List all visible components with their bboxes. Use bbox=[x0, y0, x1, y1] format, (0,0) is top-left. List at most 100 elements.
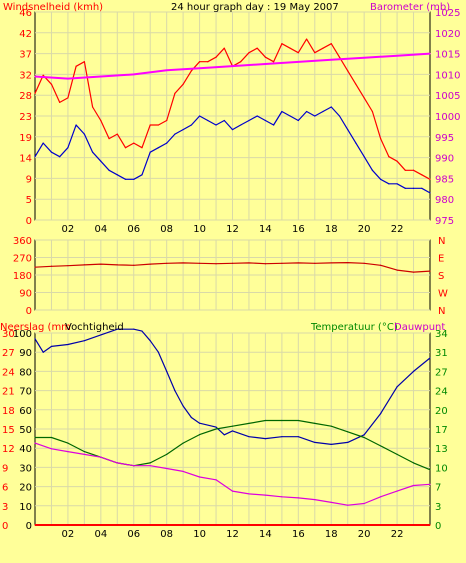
dewpoint-line-point bbox=[281, 496, 283, 498]
humidity-tick-label: 30 bbox=[19, 463, 32, 474]
temperature-tick-label: 10 bbox=[435, 463, 448, 474]
wind-average-line-point bbox=[281, 110, 283, 113]
rain-tick-label: 3 bbox=[2, 502, 8, 513]
wind-average-line-point bbox=[100, 160, 102, 162]
chart-title: 24 hour graph day : 19 May 2007 bbox=[171, 2, 339, 13]
wind-average-line-point bbox=[149, 151, 151, 153]
wind-gust-line-point bbox=[297, 52, 299, 54]
barometer-tick-label: 1005 bbox=[435, 91, 460, 102]
wind-gust-line-point bbox=[207, 61, 209, 63]
wind-average-line-point bbox=[297, 119, 299, 122]
temperature-line-point bbox=[396, 453, 398, 456]
temperature-line-point bbox=[297, 419, 299, 422]
rain-tick-label: 18 bbox=[2, 406, 15, 417]
rain-line-point bbox=[429, 524, 431, 526]
hour-tick-label: 08 bbox=[160, 529, 173, 540]
wind-gust-line-point bbox=[371, 110, 373, 113]
temperature-line-point bbox=[182, 442, 184, 444]
wind-average-line-point bbox=[50, 151, 53, 153]
wind-average-line-point bbox=[124, 178, 127, 180]
wind-tick-label: 37 bbox=[19, 50, 32, 61]
temperature-line-point bbox=[248, 422, 250, 424]
wind-gust-line-point bbox=[273, 61, 275, 63]
temperature-tick-label: 3 bbox=[435, 502, 441, 513]
wind-average-line-point bbox=[182, 128, 184, 131]
wind-gust-line-point bbox=[42, 74, 44, 76]
wind-average-line-point bbox=[412, 187, 415, 189]
barometer-line-point bbox=[67, 77, 69, 80]
temperature-line-point bbox=[363, 436, 365, 439]
rain-tick-label: 30 bbox=[2, 329, 15, 340]
dewpoint-line-point bbox=[297, 497, 299, 499]
wind-gust-line-point bbox=[396, 160, 398, 162]
wind-average-line-point bbox=[371, 169, 373, 171]
wind-average-line-point bbox=[388, 183, 390, 185]
hour-tick-label: 10 bbox=[193, 529, 206, 540]
wind-direction-line-point bbox=[248, 262, 250, 264]
humidity-line-point bbox=[50, 345, 53, 348]
wind-tick-label: 19 bbox=[19, 133, 32, 144]
wind-average-line-point bbox=[264, 119, 267, 122]
wind-gust-line-point bbox=[314, 52, 316, 54]
wind-average-line-point bbox=[174, 133, 176, 135]
dewpoint-line-point bbox=[396, 490, 398, 492]
wind-gust-line-point bbox=[92, 106, 94, 108]
humidity-line-point bbox=[248, 436, 250, 438]
wind-average-line-point bbox=[108, 169, 110, 171]
humidity-line-point bbox=[429, 357, 431, 359]
wind-average-line-point bbox=[289, 115, 291, 117]
barometer-line-point bbox=[330, 59, 332, 61]
humidity-line-point bbox=[347, 441, 349, 444]
wind-direction-line-point bbox=[347, 261, 349, 264]
wind-gust-line-point bbox=[248, 52, 250, 54]
hour-tick-label: 22 bbox=[391, 224, 404, 235]
hour-tick-label: 04 bbox=[94, 224, 107, 235]
hour-tick-label: 22 bbox=[391, 529, 404, 540]
barometer-tick-label: 980 bbox=[435, 195, 454, 206]
wind-gust-line-point bbox=[305, 38, 308, 40]
temperature-line-point bbox=[67, 442, 69, 444]
dewpoint-line-point bbox=[363, 502, 365, 505]
wind-gust-line-point bbox=[380, 138, 382, 140]
wind-average-line-point bbox=[314, 115, 316, 117]
wind-gust-line-point bbox=[124, 147, 127, 149]
wind-average-line-point bbox=[322, 110, 324, 113]
wind-gust-line-point bbox=[388, 156, 390, 158]
rain-tick-label: 27 bbox=[2, 348, 15, 359]
temperature-line-point bbox=[50, 436, 53, 439]
hour-tick-label: 18 bbox=[325, 529, 338, 540]
dewpoint-axis-label: Dauwpunt bbox=[394, 322, 445, 333]
rain-tick-label: 6 bbox=[2, 483, 8, 494]
temperature-line-point bbox=[429, 469, 431, 471]
wind-gust-line-point bbox=[141, 147, 143, 149]
wind-gust-line-point bbox=[50, 83, 53, 85]
dewpoint-line-point bbox=[264, 494, 267, 496]
compass-tick-label: W bbox=[438, 289, 448, 300]
wind-average-line-point bbox=[207, 119, 209, 122]
hour-tick-label: 18 bbox=[325, 224, 338, 235]
wind-direction-line-point bbox=[396, 269, 398, 271]
hour-tick-label: 12 bbox=[226, 224, 239, 235]
compass-tick-label: N bbox=[438, 306, 445, 317]
compass-tick-label: S bbox=[438, 271, 444, 282]
humidity-tick-label: 40 bbox=[19, 444, 32, 455]
wind-gust-line-point bbox=[67, 97, 69, 99]
humidity-tick-label: 20 bbox=[19, 483, 32, 494]
humidity-line-point bbox=[412, 370, 415, 372]
wind-average-line-point bbox=[34, 156, 36, 158]
wind-tick-label: 42 bbox=[19, 29, 32, 40]
barometer-axis-label: Barometer (mb) bbox=[370, 2, 450, 13]
wind-direction-line-point bbox=[166, 262, 168, 264]
wind-gust-line-point bbox=[363, 97, 365, 99]
dewpoint-line-point bbox=[166, 467, 168, 470]
hour-tick-label: 14 bbox=[259, 529, 272, 540]
humidity-line-point bbox=[34, 338, 36, 340]
barometer-tick-label: 1015 bbox=[435, 50, 460, 61]
humidity-line-point bbox=[133, 328, 135, 330]
wind-tick-label: 5 bbox=[26, 195, 32, 206]
wind-gust-line-point bbox=[421, 174, 423, 176]
wind-average-line-point bbox=[231, 128, 234, 131]
wind-gust-line-point bbox=[59, 101, 61, 104]
dewpoint-line-point bbox=[347, 504, 349, 506]
wind-average-line-point bbox=[42, 142, 44, 144]
